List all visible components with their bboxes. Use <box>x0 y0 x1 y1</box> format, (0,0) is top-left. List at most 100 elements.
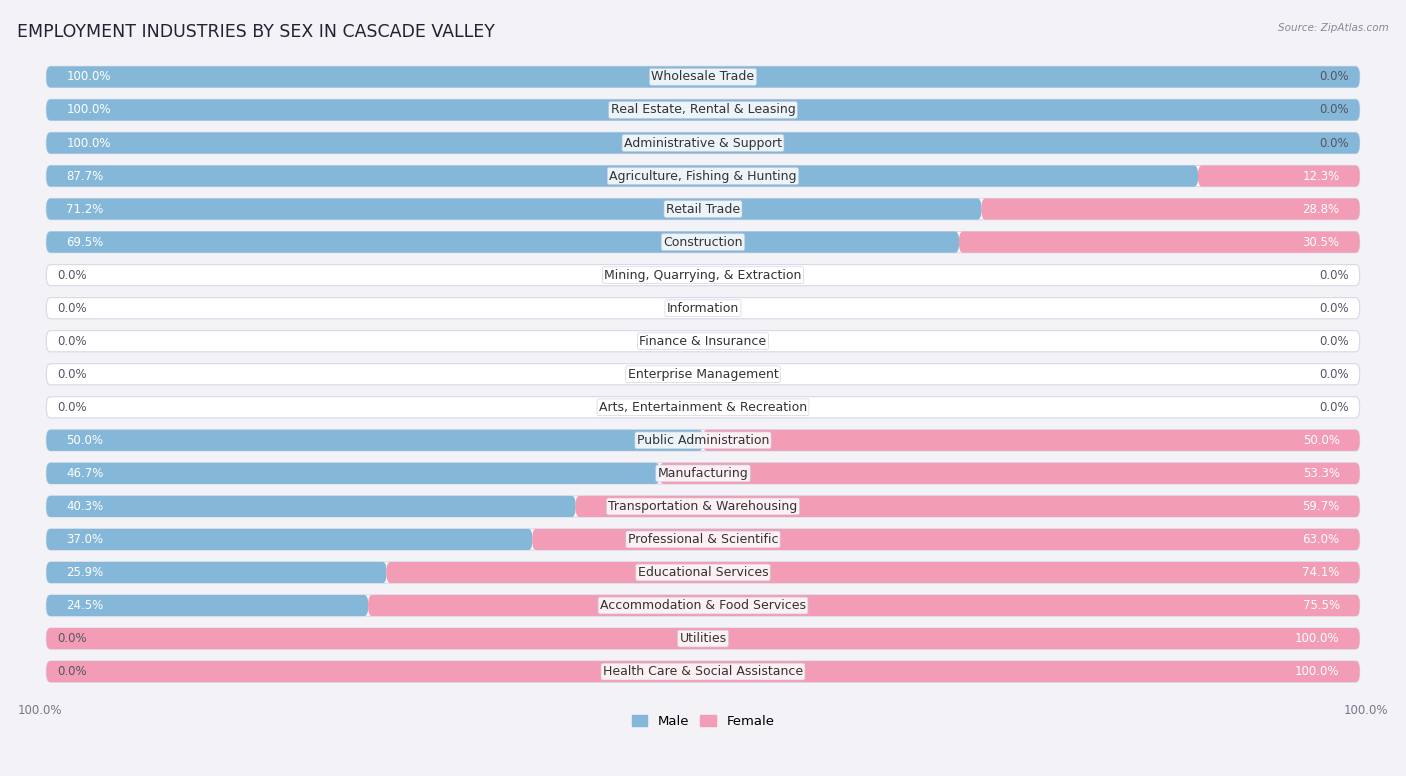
FancyBboxPatch shape <box>46 331 1360 352</box>
FancyBboxPatch shape <box>46 595 1360 616</box>
FancyBboxPatch shape <box>1198 165 1360 186</box>
Text: Agriculture, Fishing & Hunting: Agriculture, Fishing & Hunting <box>609 169 797 182</box>
Text: 53.3%: 53.3% <box>1302 467 1340 480</box>
FancyBboxPatch shape <box>46 397 1360 417</box>
Text: 75.5%: 75.5% <box>1302 599 1340 612</box>
Text: 0.0%: 0.0% <box>58 368 87 381</box>
FancyBboxPatch shape <box>959 231 1360 253</box>
Text: 100.0%: 100.0% <box>66 71 111 84</box>
Text: Public Administration: Public Administration <box>637 434 769 447</box>
Text: Professional & Scientific: Professional & Scientific <box>627 533 779 546</box>
Text: 50.0%: 50.0% <box>66 434 104 447</box>
Text: 0.0%: 0.0% <box>1319 137 1348 150</box>
FancyBboxPatch shape <box>46 529 533 550</box>
FancyBboxPatch shape <box>46 133 1360 154</box>
Text: 0.0%: 0.0% <box>58 665 87 678</box>
Text: 0.0%: 0.0% <box>1319 103 1348 116</box>
Text: 37.0%: 37.0% <box>66 533 104 546</box>
Text: 0.0%: 0.0% <box>1319 71 1348 84</box>
Text: Retail Trade: Retail Trade <box>666 203 740 216</box>
FancyBboxPatch shape <box>46 529 1360 550</box>
Text: 69.5%: 69.5% <box>66 236 104 248</box>
Legend: Male, Female: Male, Female <box>626 709 780 733</box>
FancyBboxPatch shape <box>46 231 959 253</box>
FancyBboxPatch shape <box>46 562 387 583</box>
FancyBboxPatch shape <box>368 595 1360 616</box>
FancyBboxPatch shape <box>46 595 368 616</box>
Text: 50.0%: 50.0% <box>1302 434 1340 447</box>
Text: 0.0%: 0.0% <box>1319 400 1348 414</box>
Text: 12.3%: 12.3% <box>1302 169 1340 182</box>
Text: Utilities: Utilities <box>679 632 727 645</box>
FancyBboxPatch shape <box>46 562 1360 583</box>
Text: 74.1%: 74.1% <box>1302 566 1340 579</box>
Text: 100.0%: 100.0% <box>66 137 111 150</box>
FancyBboxPatch shape <box>46 231 1360 253</box>
Text: Mining, Quarrying, & Extraction: Mining, Quarrying, & Extraction <box>605 268 801 282</box>
Text: 100.0%: 100.0% <box>1295 632 1340 645</box>
FancyBboxPatch shape <box>531 529 1360 550</box>
FancyBboxPatch shape <box>46 99 1360 120</box>
Text: Accommodation & Food Services: Accommodation & Food Services <box>600 599 806 612</box>
FancyBboxPatch shape <box>46 265 1360 286</box>
Text: Administrative & Support: Administrative & Support <box>624 137 782 150</box>
Text: 0.0%: 0.0% <box>58 334 87 348</box>
Text: 40.3%: 40.3% <box>66 500 104 513</box>
FancyBboxPatch shape <box>659 462 1360 484</box>
FancyBboxPatch shape <box>46 67 1360 88</box>
FancyBboxPatch shape <box>46 99 1360 120</box>
Text: 0.0%: 0.0% <box>58 400 87 414</box>
Text: 0.0%: 0.0% <box>58 632 87 645</box>
FancyBboxPatch shape <box>46 628 1360 650</box>
FancyBboxPatch shape <box>703 430 1360 451</box>
Text: 28.8%: 28.8% <box>1302 203 1340 216</box>
Text: Wholesale Trade: Wholesale Trade <box>651 71 755 84</box>
Text: Source: ZipAtlas.com: Source: ZipAtlas.com <box>1278 23 1389 33</box>
Text: Information: Information <box>666 302 740 315</box>
FancyBboxPatch shape <box>46 661 1360 682</box>
FancyBboxPatch shape <box>46 496 576 517</box>
Text: 0.0%: 0.0% <box>1319 368 1348 381</box>
FancyBboxPatch shape <box>46 165 1360 186</box>
Text: Educational Services: Educational Services <box>638 566 768 579</box>
Text: Construction: Construction <box>664 236 742 248</box>
Text: 87.7%: 87.7% <box>66 169 104 182</box>
Text: 0.0%: 0.0% <box>1319 302 1348 315</box>
Text: Arts, Entertainment & Recreation: Arts, Entertainment & Recreation <box>599 400 807 414</box>
Text: 100.0%: 100.0% <box>66 103 111 116</box>
FancyBboxPatch shape <box>46 298 1360 319</box>
FancyBboxPatch shape <box>46 199 981 220</box>
FancyBboxPatch shape <box>46 364 1360 385</box>
Text: 100.0%: 100.0% <box>1295 665 1340 678</box>
FancyBboxPatch shape <box>46 199 1360 220</box>
Text: 25.9%: 25.9% <box>66 566 104 579</box>
FancyBboxPatch shape <box>46 462 659 484</box>
FancyBboxPatch shape <box>575 496 1360 517</box>
FancyBboxPatch shape <box>46 430 1360 451</box>
FancyBboxPatch shape <box>46 462 1360 484</box>
Text: Health Care & Social Assistance: Health Care & Social Assistance <box>603 665 803 678</box>
FancyBboxPatch shape <box>46 67 1360 88</box>
Text: Transportation & Warehousing: Transportation & Warehousing <box>609 500 797 513</box>
Text: 0.0%: 0.0% <box>1319 334 1348 348</box>
FancyBboxPatch shape <box>46 133 1360 154</box>
Text: 0.0%: 0.0% <box>58 302 87 315</box>
Text: 71.2%: 71.2% <box>66 203 104 216</box>
Text: 59.7%: 59.7% <box>1302 500 1340 513</box>
Text: Real Estate, Rental & Leasing: Real Estate, Rental & Leasing <box>610 103 796 116</box>
Text: Finance & Insurance: Finance & Insurance <box>640 334 766 348</box>
FancyBboxPatch shape <box>387 562 1360 583</box>
FancyBboxPatch shape <box>46 661 1360 682</box>
Text: Enterprise Management: Enterprise Management <box>627 368 779 381</box>
FancyBboxPatch shape <box>46 628 1360 650</box>
Text: 30.5%: 30.5% <box>1302 236 1340 248</box>
Text: Manufacturing: Manufacturing <box>658 467 748 480</box>
Text: 24.5%: 24.5% <box>66 599 104 612</box>
Text: 46.7%: 46.7% <box>66 467 104 480</box>
FancyBboxPatch shape <box>46 165 1198 186</box>
FancyBboxPatch shape <box>981 199 1360 220</box>
Text: EMPLOYMENT INDUSTRIES BY SEX IN CASCADE VALLEY: EMPLOYMENT INDUSTRIES BY SEX IN CASCADE … <box>17 23 495 41</box>
Text: 0.0%: 0.0% <box>1319 268 1348 282</box>
FancyBboxPatch shape <box>46 430 703 451</box>
Text: 63.0%: 63.0% <box>1302 533 1340 546</box>
